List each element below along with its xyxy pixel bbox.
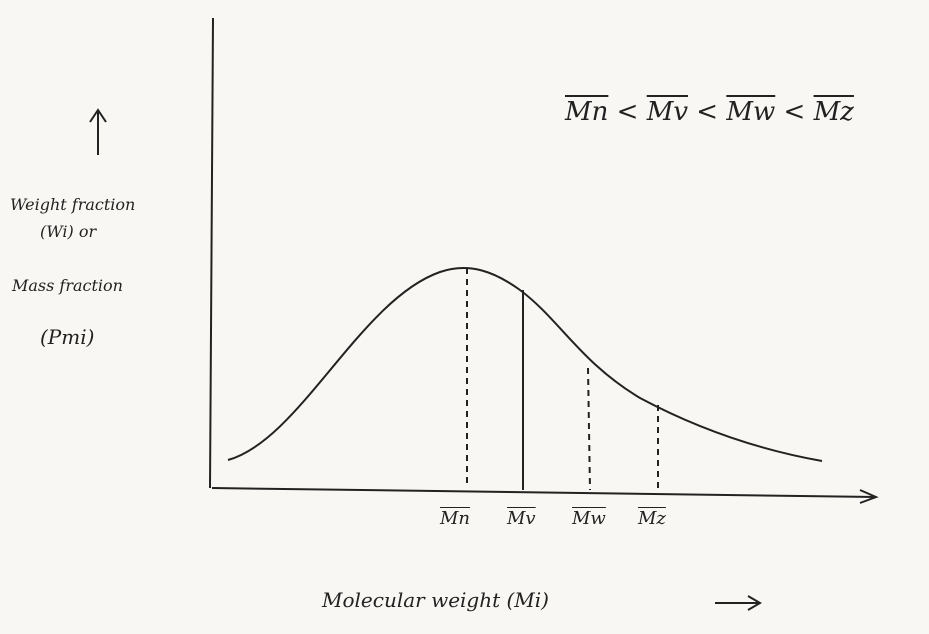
term: Mw: [726, 97, 776, 127]
marker-label: Mw: [572, 508, 606, 529]
relation: <: [696, 97, 719, 127]
x-axis: [211, 487, 877, 498]
y-label-4: (Pmi): [40, 325, 95, 349]
marker-label: Mn: [440, 508, 471, 529]
x-label-arrow: [715, 595, 762, 611]
mw-line: [587, 367, 591, 491]
term: Mv: [646, 97, 689, 127]
y-label-2: (Wi) or: [40, 222, 97, 241]
term: Mn: [565, 97, 609, 127]
up-arrow: [89, 108, 107, 155]
y-label-3: Mass fraction: [12, 276, 123, 295]
x-axis-arrow: [859, 489, 879, 504]
term: Mz: [813, 97, 854, 127]
y-axis: [209, 17, 214, 489]
marker-label: Mv: [507, 508, 536, 529]
distribution-curve: [227, 267, 823, 462]
y-label-1: Weight fraction: [10, 195, 136, 214]
inequality: Mn < Mv < Mw < Mz: [565, 97, 854, 127]
x-label: Molecular weight (Mi): [322, 588, 549, 612]
relation: <: [616, 97, 639, 127]
marker-label: Mz: [638, 508, 666, 529]
relation: <: [783, 97, 806, 127]
